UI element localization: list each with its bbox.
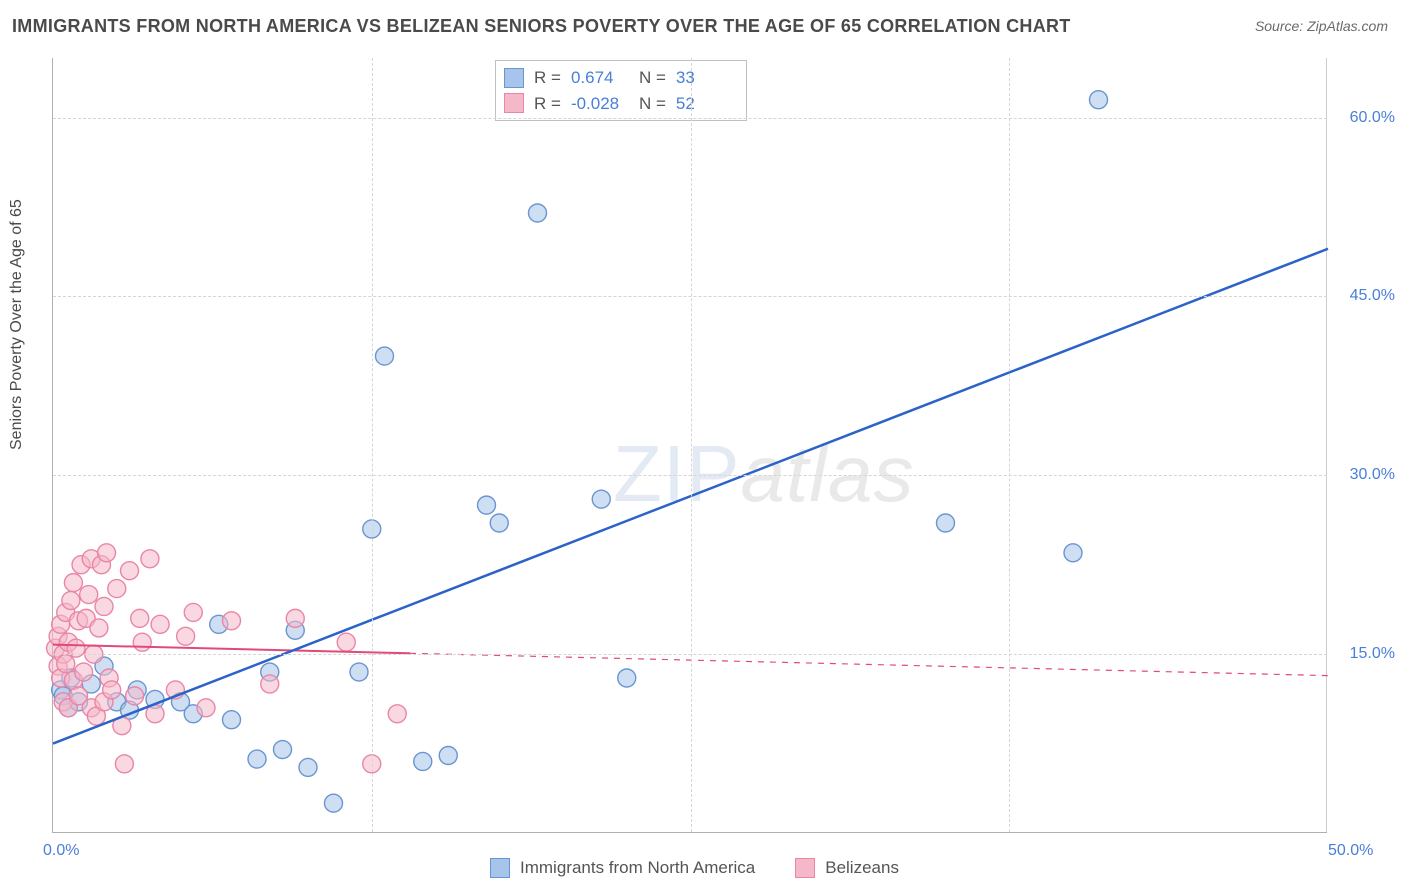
data-point <box>286 609 304 627</box>
data-point <box>274 741 292 759</box>
data-point <box>115 755 133 773</box>
grid-v <box>372 58 373 832</box>
data-point <box>592 490 610 508</box>
legend-item-2: Belizeans <box>795 858 899 878</box>
ytick-label: 60.0% <box>1350 109 1395 127</box>
legend-label-1: Immigrants from North America <box>520 858 755 878</box>
legend-label-2: Belizeans <box>825 858 899 878</box>
data-point <box>141 550 159 568</box>
chart-title: IMMIGRANTS FROM NORTH AMERICA VS BELIZEA… <box>12 16 1071 37</box>
data-point <box>62 592 80 610</box>
data-point <box>151 615 169 633</box>
data-point <box>90 619 108 637</box>
data-point <box>103 681 121 699</box>
data-point <box>439 747 457 765</box>
data-point <box>618 669 636 687</box>
plot-area: ZIPatlas R = 0.674 N = 33 R = -0.028 N =… <box>52 58 1327 833</box>
data-point <box>64 574 82 592</box>
bottom-legend: Immigrants from North America Belizeans <box>490 858 899 878</box>
xtick-label: 50.0% <box>1328 842 1387 860</box>
data-point <box>937 514 955 532</box>
data-point <box>197 699 215 717</box>
data-point <box>95 597 113 615</box>
data-point <box>121 562 139 580</box>
data-point <box>337 633 355 651</box>
data-point <box>1090 91 1108 109</box>
data-point <box>223 612 241 630</box>
ytick-label: 45.0% <box>1350 287 1395 305</box>
legend-item-1: Immigrants from North America <box>490 858 755 878</box>
data-point <box>248 750 266 768</box>
data-point <box>414 752 432 770</box>
data-point <box>325 794 343 812</box>
ytick-label: 15.0% <box>1350 645 1395 663</box>
data-point <box>75 663 93 681</box>
data-point <box>261 675 279 693</box>
data-point <box>350 663 368 681</box>
data-point <box>177 627 195 645</box>
chart-container: IMMIGRANTS FROM NORTH AMERICA VS BELIZEA… <box>0 0 1406 892</box>
xtick-label: 0.0% <box>43 842 79 860</box>
data-point <box>1064 544 1082 562</box>
legend-swatch-1 <box>490 858 510 878</box>
data-point <box>184 603 202 621</box>
data-point <box>98 544 116 562</box>
data-point <box>299 758 317 776</box>
data-point <box>80 586 98 604</box>
data-point <box>376 347 394 365</box>
data-point <box>133 633 151 651</box>
source-label: Source: ZipAtlas.com <box>1255 18 1388 34</box>
legend-swatch-2 <box>795 858 815 878</box>
grid-v <box>691 58 692 832</box>
data-point <box>131 609 149 627</box>
data-point <box>126 687 144 705</box>
data-point <box>57 655 75 673</box>
data-point <box>478 496 496 514</box>
data-point <box>223 711 241 729</box>
data-point <box>490 514 508 532</box>
y-axis-label: Seniors Poverty Over the Age of 65 <box>8 199 26 450</box>
grid-v <box>1009 58 1010 832</box>
data-point <box>529 204 547 222</box>
ytick-label: 30.0% <box>1350 466 1395 484</box>
data-point <box>388 705 406 723</box>
data-point <box>108 580 126 598</box>
